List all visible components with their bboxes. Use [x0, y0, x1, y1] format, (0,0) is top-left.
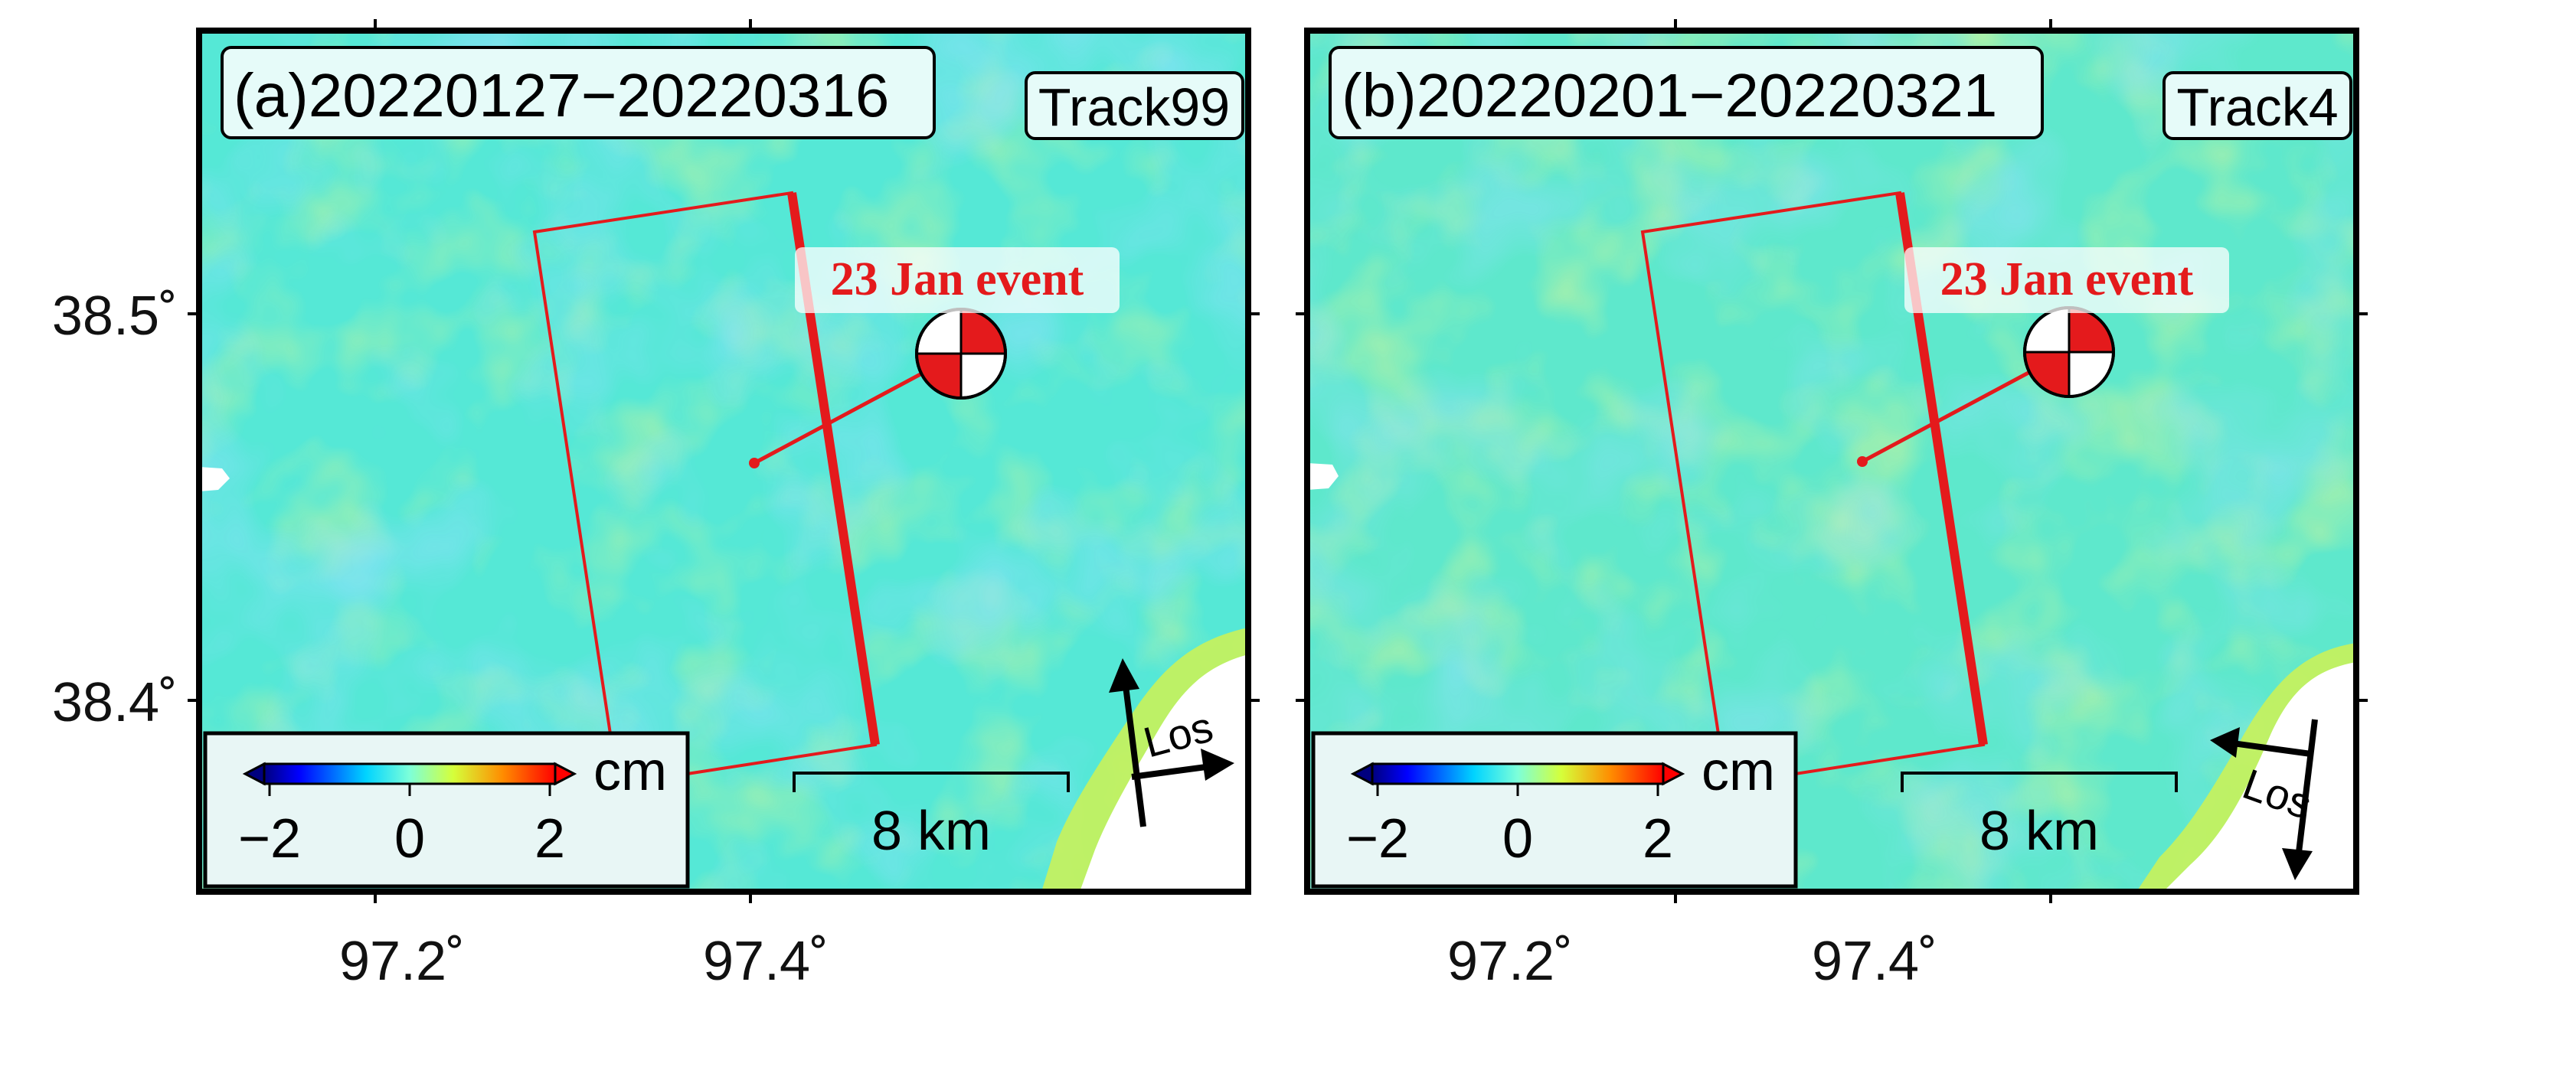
panel-b-frame [1304, 28, 2359, 895]
panel-a-colorbar: cm −2 0 2 [203, 731, 690, 889]
panel-b-colorbar-min-arrow-icon [1350, 762, 1374, 786]
panel-a-colorbar-unit: cm [593, 741, 667, 802]
panel-b-deformation-map: 23 Jan event cm −2 0 2 8 km [1307, 31, 2356, 892]
panel-a-focal-mechanism-icon [915, 308, 1007, 400]
panel-a-colorbar-tick-max: 2 [534, 808, 565, 870]
panel-a-frame [196, 28, 1251, 895]
panel-a-scale-bar: 8 km [793, 772, 1070, 862]
panel-b-track: Track4 [2176, 77, 2338, 137]
y-tick-38-4: 38.4˚ [52, 672, 178, 733]
panel-b-x-tick-97-4: 97.4˚ [1812, 931, 1937, 992]
panel-a-x-tick-97-4: 97.4˚ [703, 931, 829, 992]
panel-a-colorbar-max-arrow-icon [554, 762, 577, 786]
panel-a-title: (a)20220127−20220316 [234, 61, 889, 129]
panel-b-title: (b)20220201−20220321 [1342, 61, 1997, 129]
panel-a-colorbar-tick-min: −2 [238, 808, 301, 870]
panel-a-scale-bar-label: 8 km [871, 801, 991, 862]
panel-a: 23 Jan event cm −2 0 2 8 km [52, 19, 1260, 992]
panel-b-x-tick-97-2: 97.2˚ [1447, 931, 1573, 992]
panel-b-colorbar-tick-min: −2 [1346, 808, 1409, 870]
panel-b-epicenter [1857, 456, 1868, 467]
panel-b-focal-mechanism-icon [2023, 306, 2115, 398]
panel-b: 23 Jan event cm −2 0 2 8 km [1296, 19, 2368, 992]
panel-b-colorbar-tick-mid: 0 [1502, 808, 1533, 870]
panel-a-epicenter-leader [753, 367, 932, 465]
panel-a-colorbar-min-arrow-icon [242, 762, 266, 786]
panel-b-event-label: 23 Jan event [1940, 253, 2194, 305]
panel-a-epicenter [749, 458, 760, 468]
panel-b-colorbar-max-arrow-icon [1662, 762, 1685, 786]
panel-a-track: Track99 [1038, 77, 1230, 137]
y-tick-38-5: 38.5˚ [52, 285, 178, 347]
panel-b-scale-bar: 8 km [1901, 772, 2178, 862]
panel-a-colorbar-tick-mid: 0 [394, 808, 425, 870]
panel-a-deformation-map: 23 Jan event cm −2 0 2 8 km [199, 31, 1248, 892]
panel-b-colorbar: cm −2 0 2 [1311, 731, 1798, 889]
panel-b-scale-bar-label: 8 km [1979, 801, 2099, 862]
panel-b-colorbar-unit: cm [1702, 741, 1775, 802]
panel-a-x-tick-97-2: 97.2˚ [339, 931, 465, 992]
panel-b-colorbar-tick-max: 2 [1643, 808, 1673, 870]
panel-b-ticks [1296, 19, 2368, 903]
panel-a-ticks [188, 19, 1260, 903]
panel-a-event-label: 23 Jan event [831, 253, 1084, 305]
panel-b-epicenter-leader [1861, 365, 2040, 464]
panel-b-no-data-area [2163, 662, 2356, 892]
